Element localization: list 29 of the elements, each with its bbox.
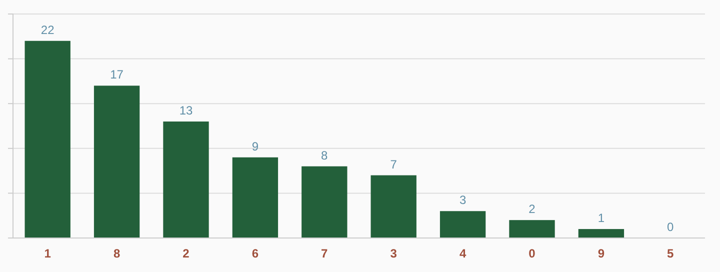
bar bbox=[232, 157, 278, 238]
bar bbox=[302, 166, 348, 238]
bar bbox=[24, 40, 70, 238]
x-tick-label: 7 bbox=[321, 246, 328, 261]
x-tick-label: 6 bbox=[252, 246, 259, 261]
data-label: 7 bbox=[390, 157, 398, 172]
data-label: 9 bbox=[252, 139, 259, 154]
data-label: 17 bbox=[110, 68, 124, 82]
data-label: 2 bbox=[528, 202, 536, 216]
bar bbox=[440, 211, 486, 238]
bar bbox=[578, 229, 624, 238]
data-label: 1 bbox=[598, 211, 605, 226]
x-tick-label: 1 bbox=[44, 246, 52, 261]
data-label: 8 bbox=[321, 148, 328, 162]
x-tick-label: 5 bbox=[667, 246, 674, 261]
bar bbox=[94, 86, 140, 238]
data-label: 22 bbox=[40, 22, 55, 37]
x-tick-label: 0 bbox=[528, 246, 536, 261]
bar bbox=[370, 175, 416, 238]
bar bbox=[163, 122, 209, 238]
x-tick-label: 4 bbox=[459, 246, 466, 261]
x-tick-label: 3 bbox=[390, 246, 398, 261]
x-tick-label: 9 bbox=[598, 246, 605, 261]
data-label: 3 bbox=[459, 193, 466, 208]
x-tick-label: 8 bbox=[113, 246, 120, 261]
data-label: 0 bbox=[667, 220, 674, 234]
bar bbox=[509, 220, 555, 238]
x-tick-label: 2 bbox=[182, 246, 190, 261]
data-label: 13 bbox=[179, 104, 193, 118]
